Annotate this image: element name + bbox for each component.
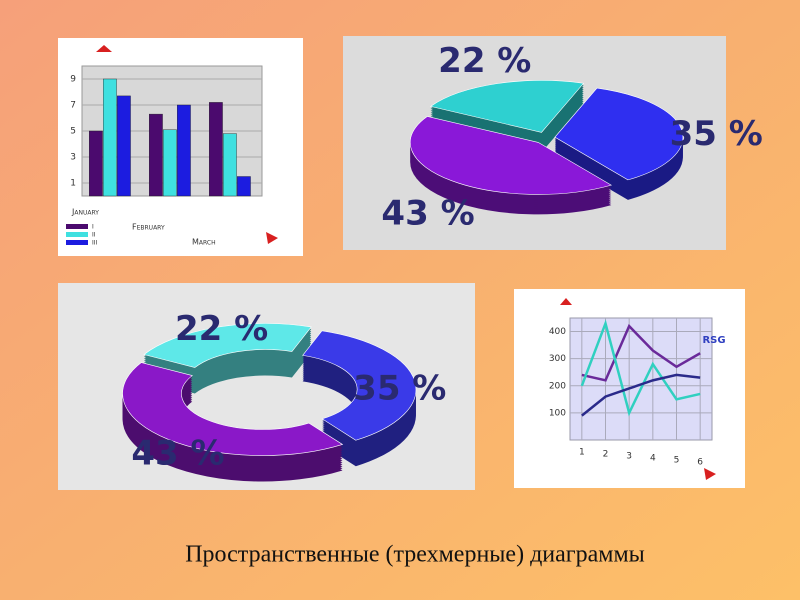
x-tick-label: 5 bbox=[674, 456, 680, 466]
annotation: RSG bbox=[702, 335, 725, 346]
arrow bbox=[96, 45, 112, 52]
x-tick-label: 3 bbox=[626, 452, 632, 462]
bar bbox=[88, 130, 103, 197]
plot-back bbox=[569, 317, 713, 441]
x-tick-label: 1 bbox=[579, 448, 585, 458]
data-label: 35 % bbox=[353, 368, 446, 408]
x-tick-label: February bbox=[132, 223, 165, 232]
line bbox=[581, 323, 701, 382]
x-tick-label: March bbox=[192, 238, 216, 247]
slice bbox=[429, 80, 585, 133]
data-label: 43 % bbox=[381, 193, 474, 233]
arrow bbox=[560, 298, 572, 305]
bar bbox=[116, 95, 131, 197]
bar bbox=[162, 129, 177, 197]
x-tick-label: 2 bbox=[603, 450, 609, 460]
y-tick-label: 5 bbox=[70, 127, 76, 137]
bar bbox=[222, 133, 237, 197]
x-tick-label: 4 bbox=[650, 454, 656, 464]
slice bbox=[122, 362, 344, 456]
arrow bbox=[266, 232, 278, 244]
legend-swatch bbox=[66, 232, 88, 237]
x-tick-label: 6 bbox=[697, 458, 703, 468]
bar bbox=[176, 104, 191, 197]
slice bbox=[409, 116, 613, 195]
y-tick-label: 9 bbox=[70, 75, 76, 85]
y-tick-label: 1 bbox=[70, 179, 76, 189]
data-label: 43 % bbox=[131, 433, 224, 473]
line bbox=[580, 319, 701, 417]
slice bbox=[554, 87, 684, 181]
x-tick-label: January bbox=[71, 208, 99, 217]
line bbox=[581, 373, 701, 417]
bar bbox=[236, 176, 251, 197]
y-tick-label: 7 bbox=[70, 101, 76, 111]
data-label: 35 % bbox=[670, 114, 763, 154]
data-label: 22 % bbox=[438, 41, 531, 81]
y-tick-label: 3 bbox=[70, 153, 76, 163]
legend-swatch bbox=[66, 224, 88, 229]
slice bbox=[143, 323, 312, 368]
y-tick-label: 300 bbox=[549, 354, 566, 364]
caption: Пространственные (трехмерные) диаграммы bbox=[185, 542, 645, 568]
bar bbox=[148, 113, 163, 197]
legend-label: III bbox=[92, 240, 98, 247]
arrow bbox=[704, 468, 716, 480]
y-tick-label: 400 bbox=[549, 327, 566, 337]
y-tick-label: 100 bbox=[549, 408, 566, 418]
slice bbox=[302, 330, 417, 441]
legend-swatch bbox=[66, 240, 88, 245]
bar bbox=[208, 102, 223, 197]
legend-label: I bbox=[92, 224, 94, 231]
bar bbox=[102, 78, 117, 197]
y-tick-label: 200 bbox=[549, 381, 566, 391]
legend-label: II bbox=[92, 232, 96, 239]
data-label: 22 % bbox=[175, 309, 268, 349]
